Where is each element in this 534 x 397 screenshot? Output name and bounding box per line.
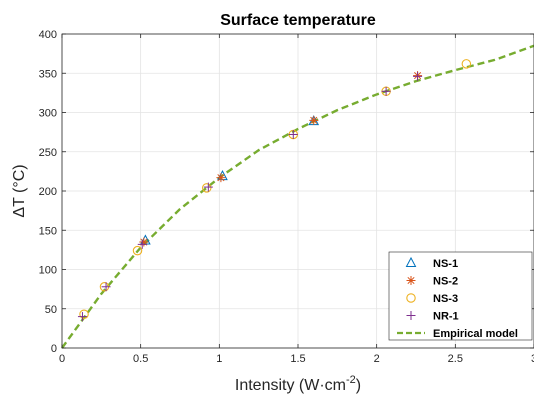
legend-label: Empirical model [433,328,518,340]
y-tick-label: 100 [39,265,57,277]
ns-3-point [201,183,212,193]
y-axis-ticks: 0 50 100 150 200 250 300 350 400 [39,29,534,355]
chart-title: Surface temperature [220,12,376,29]
ns-2-point [216,173,226,183]
x-tick-label: 3 [531,353,534,365]
legend-symbol-nr-1 [406,311,416,320]
y-tick-label: 150 [39,225,57,237]
y-tick-label: 300 [39,108,57,120]
x-axis-label-main: Intensity (W·cm [235,377,346,394]
y-tick-label: 350 [39,68,57,80]
ns-3-point [461,59,472,69]
x-tick-label: 2.5 [448,353,463,365]
nr-1-point [203,182,213,192]
nr-1-point [288,129,298,139]
ns-2-point [309,115,319,125]
x-tick-label: 0 [59,353,65,365]
nr-1-point [101,282,111,292]
y-tick-label: 50 [45,304,57,316]
y-tick-label: 400 [39,29,57,41]
nr-1-point [137,239,147,249]
x-axis-label-end: ) [356,377,361,394]
legend-label: NS-2 [433,276,458,288]
x-tick-label: 0.5 [133,353,148,365]
legend-box [388,251,533,341]
ns-2-point [139,237,149,247]
x-axis-label-superscript: -2 [346,374,356,386]
nr-1-point [77,312,87,322]
y-tick-label: 200 [39,186,57,198]
data-markers-layer [77,59,472,322]
legend-label: NS-3 [433,293,458,305]
x-axis-ticks: 0 0.5 1 1.5 2 2.5 3 [59,34,534,365]
legend-symbol-ns-3 [406,293,416,303]
x-tick-label: 2 [374,353,380,365]
legend-label: NS-1 [433,258,458,270]
legend-symbol-ns-1 [405,256,417,267]
legend-label: NR-1 [433,311,459,323]
ns-3-point [132,245,143,256]
y-tick-label: 250 [39,147,57,159]
x-tick-label: 1.5 [290,353,305,365]
y-tick-label: 0 [51,343,57,355]
ns-3-point [79,309,89,319]
legend: NS-1 NS-2 NS-3 NR-1 Empirical model [388,251,533,341]
legend-symbol-ns-2 [406,276,416,285]
nr-1-point [413,71,423,81]
x-tick-label: 1 [216,353,222,365]
nr-1-point [381,86,391,96]
y-axis-label: ΔT (°C) [11,164,28,217]
x-axis-label: Intensity (W·cm-2) [235,374,361,394]
